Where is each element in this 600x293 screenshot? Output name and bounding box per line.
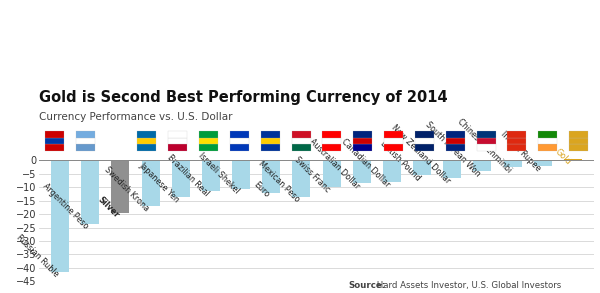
Text: Argentine Peso: Argentine Peso — [41, 182, 90, 231]
Bar — [112, 161, 130, 213]
Bar — [292, 161, 310, 197]
Text: Currency Performance vs. U.S. Dollar: Currency Performance vs. U.S. Dollar — [39, 112, 233, 122]
Bar — [202, 161, 220, 191]
Text: Canadian Dollar: Canadian Dollar — [340, 137, 392, 189]
Text: Chinese Renminbi: Chinese Renminbi — [455, 117, 512, 174]
Text: Silver: Silver — [95, 195, 121, 220]
Bar — [232, 161, 250, 189]
Text: Gold is Second Best Performing Currency of 2014: Gold is Second Best Performing Currency … — [39, 90, 448, 105]
Bar — [51, 161, 69, 272]
Bar — [473, 161, 491, 171]
Text: Brazilian Real: Brazilian Real — [166, 154, 211, 198]
Text: Australian Dollar: Australian Dollar — [308, 137, 362, 190]
Bar — [172, 161, 190, 197]
Text: Indian Rupee: Indian Rupee — [499, 130, 543, 173]
Text: Russian Ruble: Russian Ruble — [14, 233, 60, 279]
Text: Israeli Shekel: Israeli Shekel — [197, 151, 241, 196]
Text: Hard Assets Investor, U.S. Global Investors: Hard Assets Investor, U.S. Global Invest… — [374, 281, 561, 290]
Bar — [533, 161, 552, 166]
Text: Swedish Krona: Swedish Krona — [103, 165, 151, 213]
Bar — [262, 161, 280, 193]
Text: Gold: Gold — [553, 147, 573, 166]
Text: Source:: Source: — [348, 281, 385, 290]
Text: British Pound: British Pound — [379, 139, 422, 182]
Bar — [443, 161, 461, 178]
Text: Mexican Peso: Mexican Peso — [257, 159, 301, 204]
Bar — [383, 161, 401, 182]
Text: New Zealand Dollar: New Zealand Dollar — [390, 123, 452, 185]
Bar — [142, 161, 160, 206]
Bar — [323, 161, 341, 187]
Text: Japanese Yen: Japanese Yen — [137, 160, 181, 204]
Text: Euro: Euro — [252, 180, 271, 200]
Bar — [503, 161, 521, 167]
Bar — [413, 161, 431, 175]
Bar — [564, 159, 582, 161]
Text: Swiss Franc: Swiss Franc — [292, 155, 332, 195]
Bar — [81, 161, 100, 224]
Bar — [353, 161, 371, 183]
Text: South Korean Won: South Korean Won — [424, 120, 482, 178]
